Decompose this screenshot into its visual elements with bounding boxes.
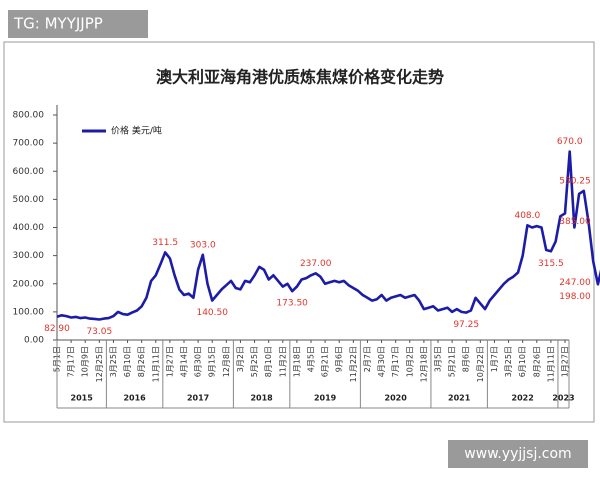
data-label: 97.25 — [453, 320, 479, 330]
y-tick-label: 100.00 — [13, 307, 45, 317]
watermark: TG: MYYJJPP — [13, 15, 103, 33]
x-tick-label: 8月26日 — [532, 346, 541, 377]
x-tick-label: 1月27日 — [165, 346, 174, 377]
data-label: 198.00 — [559, 292, 591, 302]
x-tick-label: 10月2日 — [405, 346, 414, 377]
year-label: 2023 — [552, 394, 574, 403]
data-label: 237.00 — [300, 259, 332, 269]
data-label: 82.90 — [44, 324, 70, 334]
watermark: www.yyjjsj.com — [464, 446, 571, 462]
x-tick-label: 11月11日 — [151, 346, 160, 382]
x-tick-label: 12月18日 — [419, 346, 428, 382]
watermark-box — [448, 440, 588, 468]
x-tick-label: 4月14日 — [180, 346, 189, 377]
x-tick-label: 9月6日 — [335, 346, 344, 372]
year-label: 2021 — [448, 394, 471, 403]
y-tick-label: 200.00 — [13, 279, 45, 289]
x-tick-label: 4月30日 — [377, 346, 386, 377]
chart-frame — [3, 41, 595, 423]
x-tick-label: 4月5日 — [307, 346, 316, 372]
x-tick-label: 6月21日 — [321, 346, 330, 377]
x-tick-label: 10月9日 — [81, 346, 90, 377]
x-tick-label: 3月25日 — [504, 346, 513, 377]
year-label: 2022 — [512, 394, 534, 403]
data-label: 315.5 — [538, 259, 564, 269]
year-label: 2018 — [250, 394, 273, 403]
x-tick-label: 11月22日 — [349, 346, 358, 382]
x-tick-label: 10月22日 — [476, 346, 485, 382]
x-tick-label: 12月25日 — [95, 346, 104, 382]
x-tick-label: 5月25日 — [250, 346, 259, 377]
year-label: 2016 — [123, 394, 146, 403]
year-label: 2019 — [314, 394, 337, 403]
watermark-box — [8, 10, 148, 38]
data-label: 173.50 — [276, 299, 308, 309]
x-tick-label: 6月10日 — [518, 346, 527, 377]
y-tick-label: 700.00 — [13, 139, 45, 149]
year-label: 2017 — [187, 394, 209, 403]
x-tick-label: 2月7日 — [363, 346, 372, 372]
series-line — [56, 150, 600, 321]
x-tick-label: 3月5日 — [434, 346, 443, 372]
data-label: 408.0 — [514, 211, 540, 221]
x-tick-label: 3月2日 — [236, 346, 245, 372]
chart-title: 澳大利亚海角港优质炼焦煤价格变化走势 — [156, 68, 444, 87]
x-tick-label: 8月10日 — [264, 346, 273, 377]
legend-label: 价格 美元/吨 — [111, 125, 162, 137]
x-tick-label: 6月30日 — [194, 346, 203, 377]
data-label: 140.50 — [196, 308, 228, 318]
y-tick-label: 300.00 — [13, 251, 45, 261]
x-tick-label: 8月26日 — [137, 346, 146, 377]
x-tick-label: 3月25日 — [109, 346, 118, 377]
y-tick-label: 500.00 — [13, 195, 45, 205]
data-label: 530.25 — [559, 176, 591, 186]
data-label: 303.0 — [190, 240, 216, 250]
y-tick-label: 600.00 — [13, 167, 45, 177]
data-label: 670.0 — [557, 137, 583, 147]
y-tick-label: 800.00 — [13, 111, 45, 121]
year-label: 2020 — [385, 394, 408, 403]
data-label: 385.00 — [559, 217, 591, 227]
x-tick-label: 11月11日 — [546, 346, 555, 382]
data-label: 311.5 — [152, 238, 178, 248]
x-tick-label: 5月21日 — [448, 346, 457, 377]
data-label: 73.05 — [86, 327, 112, 337]
x-tick-label: 1月27日 — [561, 346, 570, 377]
y-tick-label: 400.00 — [13, 223, 45, 233]
x-tick-label: 8月6日 — [462, 346, 471, 372]
x-tick-label: 11月2日 — [278, 346, 287, 377]
x-tick-label: 7月17日 — [391, 346, 400, 377]
data-label: 247.00 — [559, 278, 591, 288]
year-label: 2015 — [71, 394, 94, 403]
x-tick-label: 1月7日 — [490, 346, 499, 372]
x-tick-label: 9月15日 — [208, 346, 217, 377]
x-tick-label: 1月18日 — [292, 346, 301, 377]
x-tick-label: 6月10日 — [123, 346, 132, 377]
y-tick-label: 0.00 — [24, 336, 44, 346]
x-tick-label: 12月8日 — [222, 346, 231, 377]
x-tick-label: 7月17日 — [67, 346, 76, 377]
